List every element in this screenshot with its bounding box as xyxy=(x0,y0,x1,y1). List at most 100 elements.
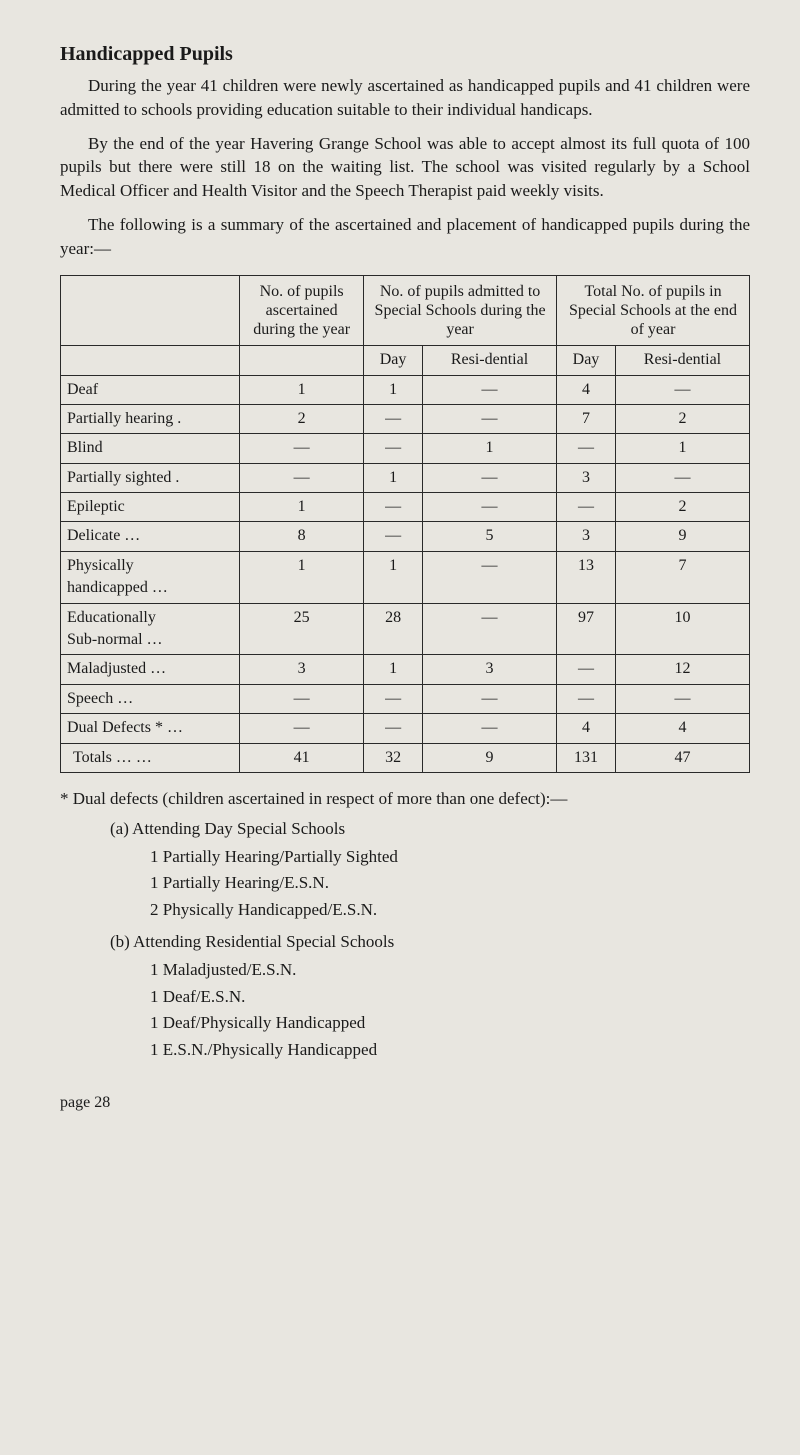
section-heading: Handicapped Pupils xyxy=(60,40,750,68)
cell: — xyxy=(240,714,364,743)
subhead-resi-1: Resi-dential xyxy=(423,346,557,375)
subhead-blank-1 xyxy=(61,346,240,375)
totals-cell: 32 xyxy=(364,743,423,772)
row-label: Maladjusted … xyxy=(61,655,240,684)
paragraph-1: During the year 41 children were newly a… xyxy=(60,74,750,122)
row-label: Dual Defects * … xyxy=(61,714,240,743)
cell: 7 xyxy=(557,404,616,433)
cell: — xyxy=(423,684,557,713)
cell: 12 xyxy=(615,655,749,684)
cell: — xyxy=(364,434,423,463)
subhead-day-1: Day xyxy=(364,346,423,375)
cell: 1 xyxy=(615,434,749,463)
table-row: Delicate …8—539 xyxy=(61,522,750,551)
row-label: Partially hearing . xyxy=(61,404,240,433)
list-item: 1 E.S.N./Physically Handicapped xyxy=(150,1038,750,1062)
pupils-summary-table: No. of pupils ascertained during the yea… xyxy=(60,275,750,773)
table-body: Deaf11—4— Partially hearing .2——72 Blind… xyxy=(61,375,750,772)
cell: 1 xyxy=(364,655,423,684)
cell: 1 xyxy=(240,551,364,603)
cell: 3 xyxy=(423,655,557,684)
cell: — xyxy=(423,463,557,492)
cell: 3 xyxy=(240,655,364,684)
table-row: Partially sighted .—1—3— xyxy=(61,463,750,492)
cell: 28 xyxy=(364,603,423,655)
cell: — xyxy=(423,603,557,655)
cell: — xyxy=(557,684,616,713)
cell: — xyxy=(364,522,423,551)
cell: 1 xyxy=(364,463,423,492)
list-item: 1 Deaf/E.S.N. xyxy=(150,985,750,1009)
row-label: Epileptic xyxy=(61,493,240,522)
cell: 1 xyxy=(364,551,423,603)
row-label: Delicate … xyxy=(61,522,240,551)
list-item: 1 Partially Hearing/E.S.N. xyxy=(150,871,750,895)
cell: 13 xyxy=(557,551,616,603)
cell: — xyxy=(364,404,423,433)
cell: 4 xyxy=(615,714,749,743)
cell: — xyxy=(557,655,616,684)
table-row: Deaf11—4— xyxy=(61,375,750,404)
cell: — xyxy=(240,463,364,492)
cell: — xyxy=(240,684,364,713)
cell: 25 xyxy=(240,603,364,655)
cell: — xyxy=(615,463,749,492)
cell: — xyxy=(423,714,557,743)
table-row: Epileptic1———2 xyxy=(61,493,750,522)
table-row: Partially hearing .2——72 xyxy=(61,404,750,433)
row-label: Partially sighted . xyxy=(61,463,240,492)
cell: 2 xyxy=(615,493,749,522)
list-item: 2 Physically Handicapped/E.S.N. xyxy=(150,898,750,922)
subhead-resi-2: Resi-dential xyxy=(615,346,749,375)
table-row: Dual Defects * …———44 xyxy=(61,714,750,743)
cell: — xyxy=(423,404,557,433)
page-number: page 28 xyxy=(60,1092,750,1114)
table-totals-row: Totals … … 41 32 9 131 47 xyxy=(61,743,750,772)
cell: — xyxy=(364,684,423,713)
table-row: Speech …————— xyxy=(61,684,750,713)
cell: — xyxy=(423,493,557,522)
cell: — xyxy=(557,493,616,522)
row-label: Educationally Sub-normal … xyxy=(61,603,240,655)
subhead-day-2: Day xyxy=(557,346,616,375)
cell: 5 xyxy=(423,522,557,551)
cell: 4 xyxy=(557,714,616,743)
cell: — xyxy=(615,375,749,404)
col-ascertained: No. of pupils ascertained during the yea… xyxy=(240,275,364,346)
cell: — xyxy=(615,684,749,713)
cell: — xyxy=(423,375,557,404)
paragraph-3: The following is a summary of the ascert… xyxy=(60,213,750,261)
cell: — xyxy=(364,714,423,743)
cell: — xyxy=(364,493,423,522)
list-b-heading: (b) Attending Residential Special School… xyxy=(110,930,750,954)
row-label: Deaf xyxy=(61,375,240,404)
list-item: 1 Maladjusted/E.S.N. xyxy=(150,958,750,982)
totals-cell: 9 xyxy=(423,743,557,772)
dual-defects-footnote: * Dual defects (children ascertained in … xyxy=(60,787,750,811)
cell: 97 xyxy=(557,603,616,655)
col-blank xyxy=(61,275,240,346)
table-row: Educationally Sub-normal …2528—9710 xyxy=(61,603,750,655)
cell: 2 xyxy=(615,404,749,433)
cell: 3 xyxy=(557,463,616,492)
cell: 10 xyxy=(615,603,749,655)
table-row: Blind——1—1 xyxy=(61,434,750,463)
totals-label: Totals … … xyxy=(61,743,240,772)
col-admitted: No. of pupils admitted to Special School… xyxy=(364,275,557,346)
cell: 1 xyxy=(364,375,423,404)
list-item: 1 Partially Hearing/Partially Sighted xyxy=(150,845,750,869)
paragraph-2: By the end of the year Havering Grange S… xyxy=(60,132,750,203)
table-row: Physically handicapped …11—137 xyxy=(61,551,750,603)
totals-cell: 47 xyxy=(615,743,749,772)
cell: — xyxy=(423,551,557,603)
cell: 1 xyxy=(240,493,364,522)
table-row: Maladjusted …313—12 xyxy=(61,655,750,684)
list-a-heading: (a) Attending Day Special Schools xyxy=(110,817,750,841)
row-label: Physically handicapped … xyxy=(61,551,240,603)
cell: — xyxy=(557,434,616,463)
row-label: Speech … xyxy=(61,684,240,713)
subhead-blank-2 xyxy=(240,346,364,375)
totals-cell: 41 xyxy=(240,743,364,772)
cell: 8 xyxy=(240,522,364,551)
totals-cell: 131 xyxy=(557,743,616,772)
